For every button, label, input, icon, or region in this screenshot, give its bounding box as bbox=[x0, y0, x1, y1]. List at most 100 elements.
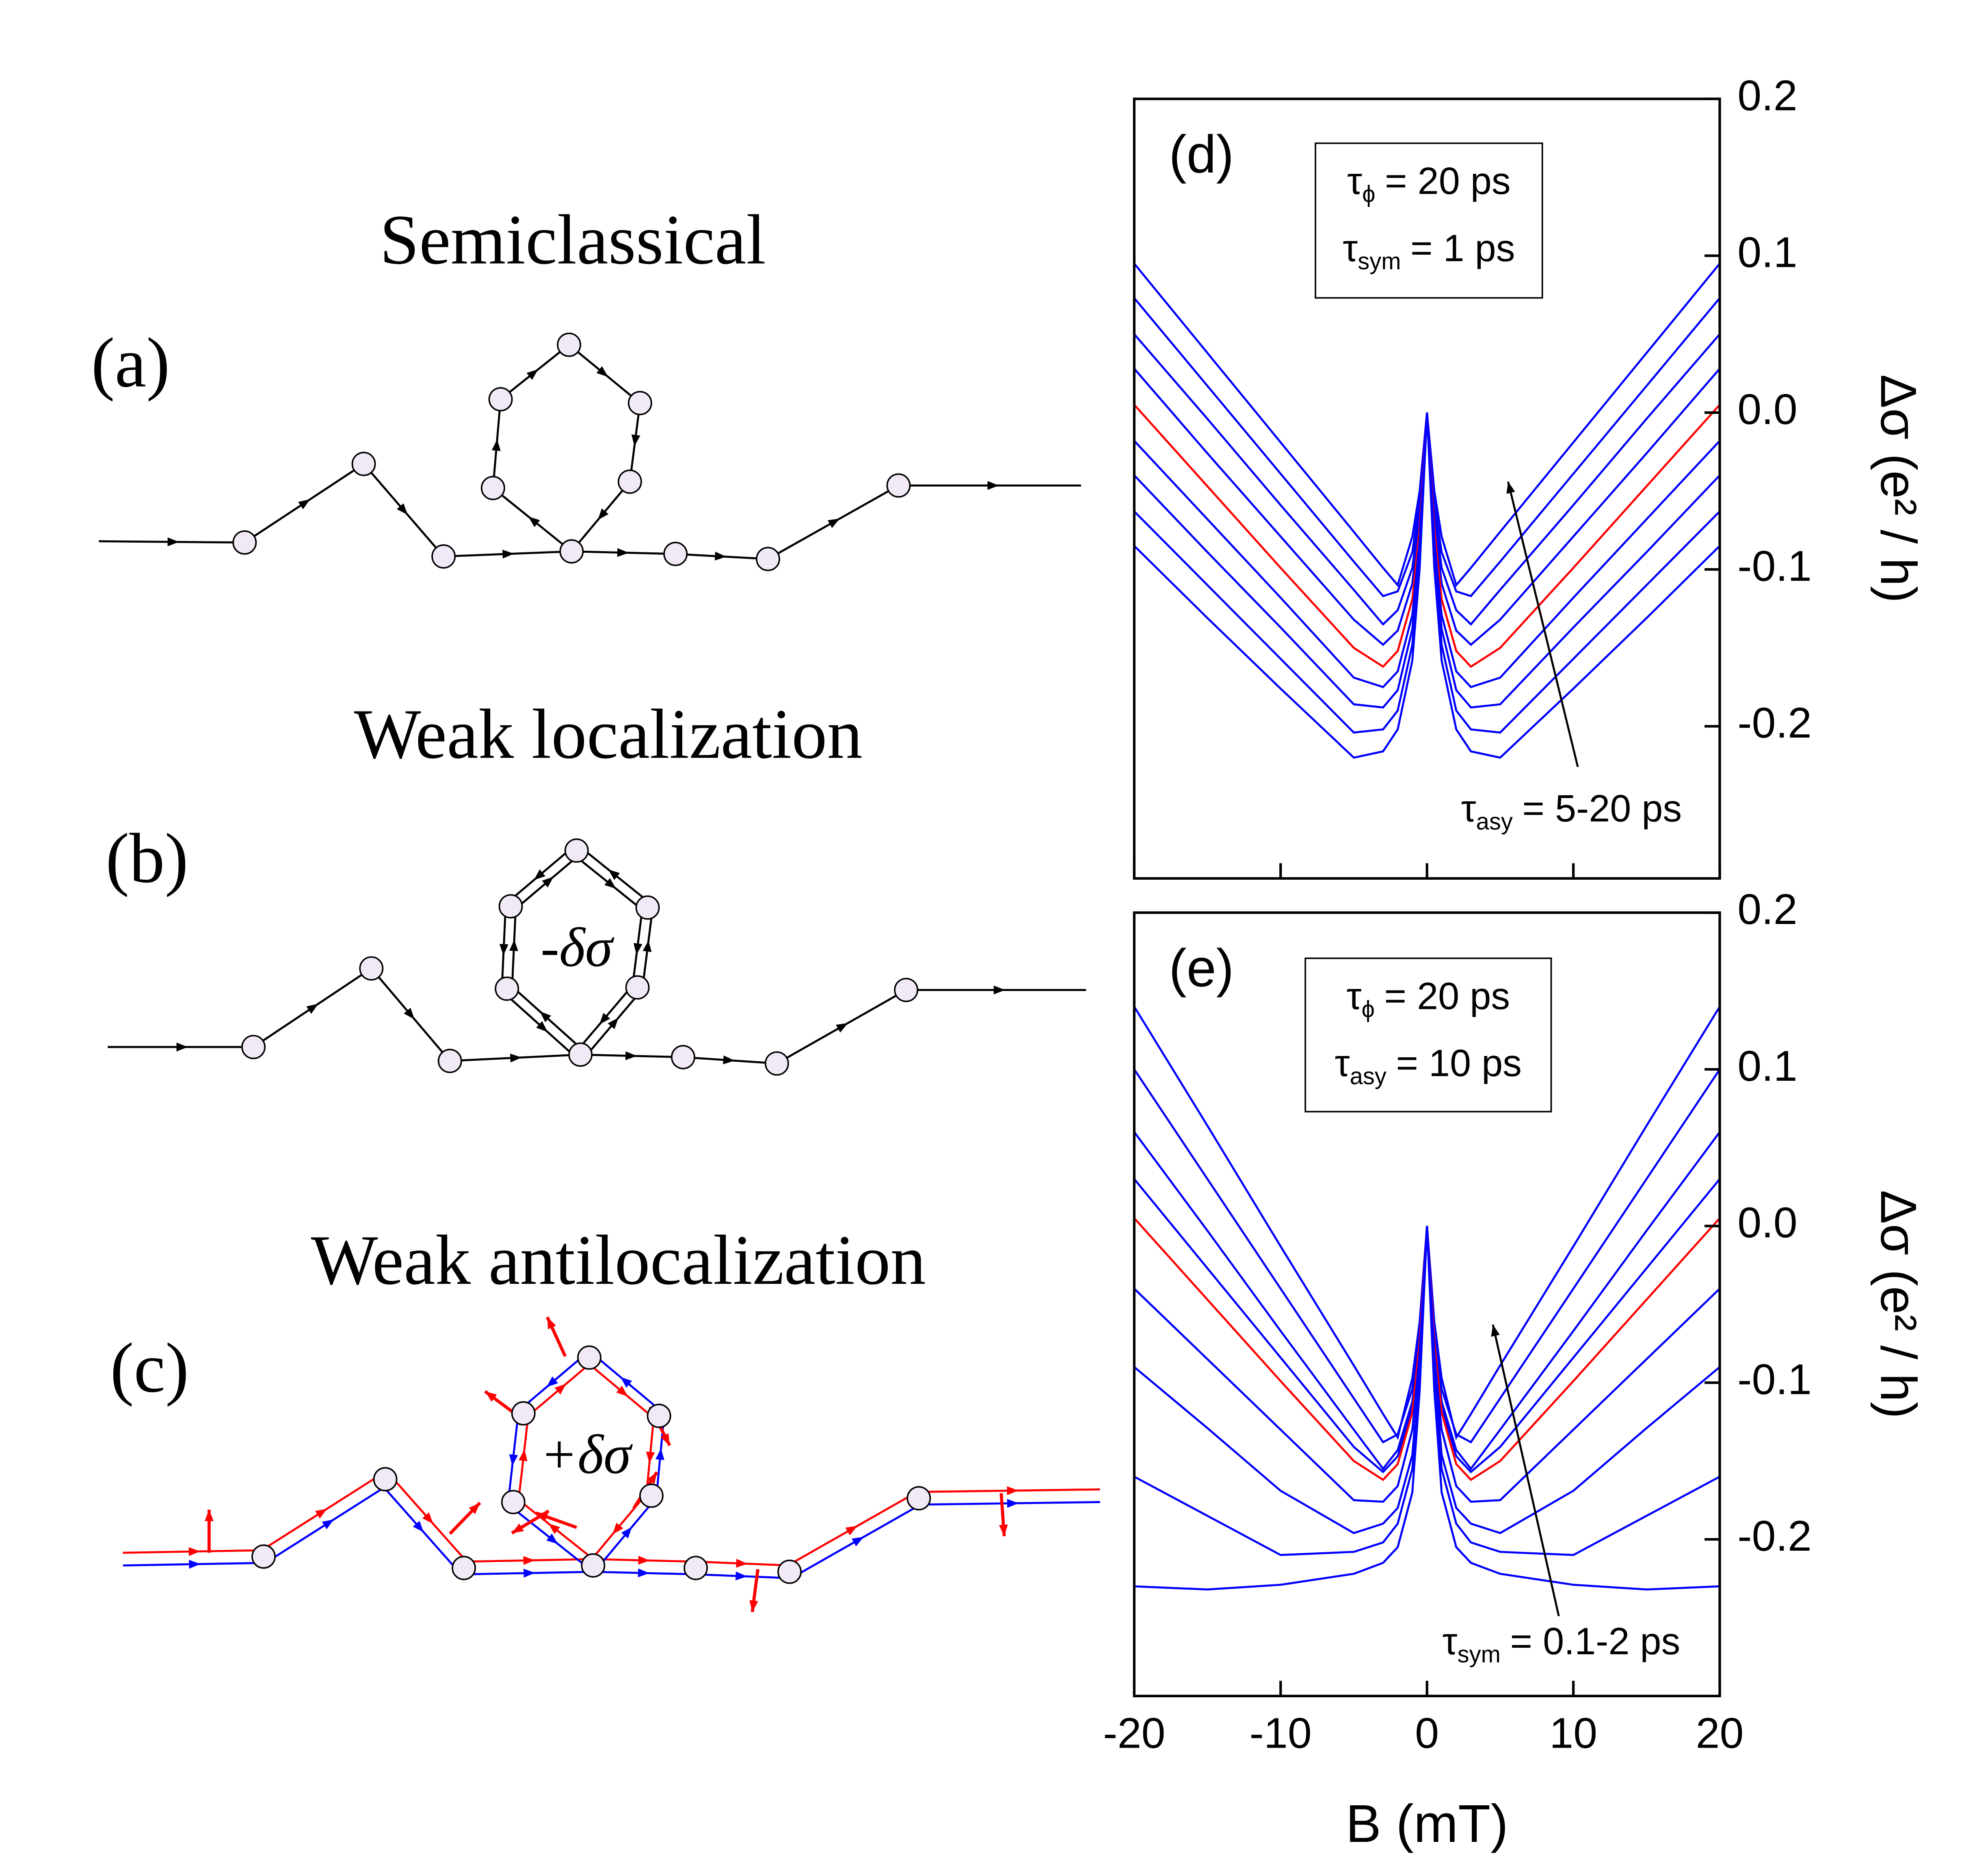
parameter-text: = 20 ps bbox=[1385, 159, 1511, 202]
plot-lines bbox=[1134, 1006, 1720, 1591]
arrowhead bbox=[631, 434, 640, 446]
trend-arrow bbox=[1492, 1324, 1560, 1616]
arrowhead bbox=[604, 878, 616, 889]
arrowhead bbox=[413, 1521, 424, 1532]
scattering-site bbox=[241, 1034, 266, 1059]
scattering-site bbox=[437, 1049, 462, 1073]
curve bbox=[1134, 412, 1720, 688]
arrowhead bbox=[1491, 1324, 1500, 1337]
arrowhead bbox=[999, 1524, 1008, 1536]
x-tick-label: 0 bbox=[1415, 1709, 1439, 1757]
y-tick-label: 0.1 bbox=[1737, 1042, 1797, 1090]
arrowhead bbox=[1007, 1486, 1019, 1495]
arrowhead bbox=[638, 1568, 650, 1577]
parameter: τasy = 10 ps bbox=[1335, 1041, 1522, 1090]
arrowhead bbox=[523, 1569, 535, 1578]
arrowhead bbox=[749, 1600, 758, 1612]
parameter: τsym = 1 ps bbox=[1343, 227, 1515, 275]
plot-lines bbox=[1134, 263, 1720, 759]
scattering-site bbox=[777, 1560, 802, 1584]
parameter-subscript: asy bbox=[1350, 1063, 1386, 1090]
x-tick-label: 20 bbox=[1696, 1709, 1744, 1757]
scattering-site bbox=[351, 452, 376, 476]
y-tick-label: 0.0 bbox=[1737, 1199, 1797, 1247]
trend-arrow bbox=[1507, 481, 1579, 767]
arrowhead bbox=[625, 1051, 637, 1060]
arrowhead bbox=[736, 1559, 748, 1568]
arrowhead bbox=[608, 869, 620, 880]
curve bbox=[1134, 412, 1720, 734]
curve bbox=[1134, 297, 1720, 597]
curve bbox=[1134, 1226, 1720, 1591]
arrowhead bbox=[845, 1525, 858, 1536]
curve bbox=[1134, 1178, 1720, 1474]
arrowhead bbox=[655, 1448, 664, 1460]
x-tick-label: -20 bbox=[1103, 1709, 1165, 1757]
y-tick-label: -0.1 bbox=[1737, 542, 1812, 590]
curve bbox=[1134, 333, 1720, 626]
y-tick-label: -0.2 bbox=[1737, 1512, 1812, 1560]
arrowhead bbox=[167, 537, 179, 547]
curve bbox=[1134, 1069, 1720, 1444]
curve bbox=[1134, 412, 1720, 759]
arrowhead bbox=[539, 1011, 552, 1022]
panel-title: Semiclassical bbox=[380, 200, 766, 279]
arrowhead bbox=[546, 1533, 558, 1544]
arrowhead bbox=[499, 944, 508, 956]
scattering-site bbox=[894, 978, 919, 1002]
arrowhead bbox=[597, 508, 609, 520]
scattering-site bbox=[671, 1045, 695, 1069]
arrowhead bbox=[542, 876, 554, 888]
trend-label: τsym = 0.1-2 ps bbox=[1443, 1620, 1681, 1668]
scattering-site bbox=[764, 1051, 789, 1076]
y-tick-label: 0.1 bbox=[1737, 229, 1797, 277]
y-tick-label: -0.2 bbox=[1737, 699, 1812, 747]
parameter-symbol: τ bbox=[1335, 1041, 1350, 1084]
curve bbox=[1134, 1131, 1720, 1471]
scattering-site bbox=[557, 332, 582, 357]
arrowhead bbox=[548, 1523, 560, 1534]
scattering-site bbox=[581, 1553, 606, 1578]
arrowhead bbox=[469, 1503, 480, 1514]
panel-title: Weak localization bbox=[354, 695, 863, 773]
scattering-site bbox=[232, 530, 257, 555]
parameter-box bbox=[1304, 957, 1552, 1112]
arrowhead bbox=[993, 985, 1005, 995]
parameter: τϕ = 20 ps bbox=[1347, 974, 1510, 1023]
diagram-panel: Semiclassical (a) bbox=[91, 200, 1081, 571]
parameter-symbol: τ bbox=[1343, 227, 1358, 269]
diagram-panel: Weak antilocalization (c) +δσ bbox=[110, 1220, 1100, 1612]
arrowhead bbox=[298, 499, 310, 509]
curve bbox=[1134, 1226, 1720, 1503]
charts: 0.20.10.0-0.1-0.2Δσ (e² / h)(d) τϕ = 20 ps… bbox=[1103, 71, 1927, 1853]
scattering-site bbox=[431, 544, 456, 569]
arrowhead bbox=[204, 1510, 214, 1521]
trend-label-symbol: τ bbox=[1443, 1620, 1458, 1662]
arrowhead bbox=[554, 1383, 567, 1395]
arrowhead bbox=[189, 1560, 201, 1569]
arrowhead bbox=[621, 1527, 632, 1538]
scattering-site bbox=[617, 469, 642, 494]
arrowhead bbox=[176, 1042, 188, 1052]
arrowhead bbox=[723, 1055, 735, 1065]
panel-label: (b) bbox=[106, 819, 188, 898]
parameter-text: = 20 ps bbox=[1384, 974, 1510, 1017]
arrowhead bbox=[836, 1023, 848, 1033]
arrowhead bbox=[528, 516, 540, 527]
arrowhead bbox=[547, 1317, 556, 1330]
chart: 0.20.10.0-0.1-0.2Δσ (e² / h)(d) τϕ = 20 ps… bbox=[1133, 71, 1927, 880]
trend-label: τasy = 5-20 ps bbox=[1461, 787, 1682, 835]
trend-label-subscript: sym bbox=[1458, 1641, 1501, 1668]
scattering-site bbox=[488, 387, 513, 412]
arrowhead bbox=[633, 943, 642, 955]
arrowhead bbox=[523, 1556, 535, 1565]
scattering-site bbox=[635, 895, 660, 920]
trend-label-text: = 0.1-2 ps bbox=[1510, 1620, 1680, 1662]
arrowhead bbox=[646, 1451, 655, 1463]
scattering-site bbox=[627, 391, 652, 415]
trend-label-text: = 5-20 ps bbox=[1522, 787, 1682, 829]
scattering-site bbox=[568, 1042, 593, 1067]
arrowhead bbox=[502, 550, 514, 559]
